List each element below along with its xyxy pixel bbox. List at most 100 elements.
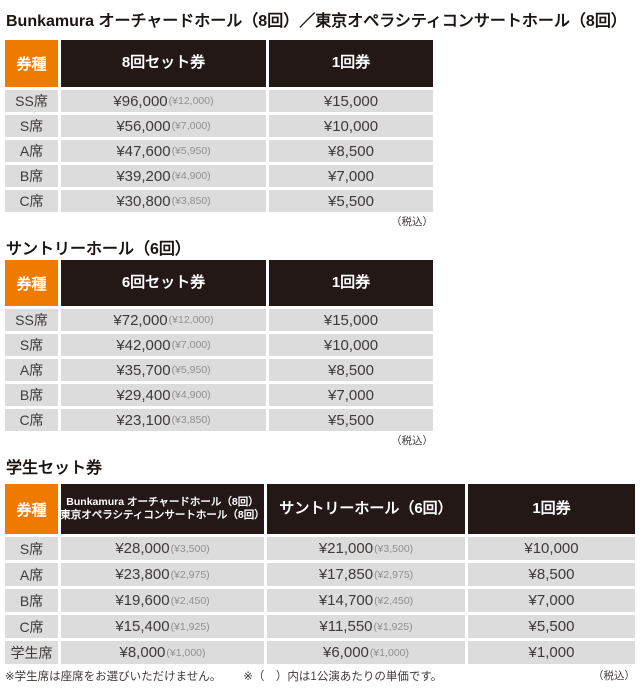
single-price-cell: ¥10,000 [269, 115, 433, 137]
set-price: ¥96,000 [113, 92, 168, 110]
set-price: ¥35,700 [116, 361, 171, 379]
seat-label: C席 [5, 615, 58, 638]
header-line-1: Bunkamura オーチャードホール（8回） [66, 495, 259, 508]
seat-label: A席 [5, 563, 58, 586]
seat-label: S席 [5, 537, 58, 560]
per-show-price: (¥2,450) [374, 594, 414, 607]
per-show-price: (¥5,950) [171, 364, 211, 376]
seat-label: C席 [5, 409, 58, 431]
single-price: ¥5,500 [328, 192, 374, 210]
set-price-cell: ¥35,700 (¥5,950) [61, 359, 266, 381]
set-price: ¥15,400 [115, 618, 170, 635]
footnote-unit-price: ※（ ）内は1公演あたりの単価です。 [243, 671, 443, 683]
per-show-price: (¥12,000) [168, 95, 214, 107]
single-price: ¥15,000 [323, 311, 379, 329]
column-header-single: 1回券 [468, 484, 635, 534]
hall6-price-cell: ¥21,000 (¥3,500) [267, 537, 465, 560]
hall8-price-cell: ¥15,400 (¥1,925) [61, 615, 264, 638]
per-show-price: (¥2,975) [374, 568, 414, 581]
set-price-cell: ¥29,400 (¥4,900) [61, 384, 266, 406]
set-price-cell: ¥39,200 (¥4,900) [61, 165, 266, 187]
hall6-price-cell: ¥14,700 (¥2,450) [267, 589, 465, 612]
single-price: ¥7,000 [528, 592, 575, 609]
single-price-cell: ¥5,500 [468, 615, 635, 638]
per-show-price: (¥2,450) [170, 594, 210, 607]
single-price: ¥8,500 [328, 361, 374, 379]
set-price: ¥21,000 [318, 540, 374, 557]
single-price-cell: ¥10,000 [468, 537, 635, 560]
seat-label: SS席 [5, 309, 58, 331]
column-header-suntory: サントリーホール（6回） [267, 484, 465, 534]
set-price-cell: ¥42,000 (¥7,000) [61, 334, 266, 356]
set-price: ¥42,000 [116, 336, 171, 354]
per-show-price: (¥1,000) [369, 646, 409, 659]
per-show-price: (¥7,000) [171, 120, 211, 132]
corner-header-ticket-type: 券種 [5, 40, 58, 87]
tax-included-note: （税込） [593, 670, 635, 682]
set-price-cell: ¥47,600 (¥5,950) [61, 140, 266, 162]
price-table-suntory-hall: 券種 6回セット券 1回券 SS席 ¥72,000 (¥12,000) ¥15,0… [5, 260, 433, 431]
single-price: ¥7,000 [328, 167, 374, 185]
column-header-6set: 6回セット券 [61, 260, 266, 306]
hall6-price-cell: ¥11,550 (¥1,925) [267, 615, 465, 638]
single-price-cell: ¥7,000 [269, 384, 433, 406]
set-price: ¥30,800 [116, 192, 171, 210]
per-show-price: (¥1,000) [166, 646, 206, 659]
column-header-single: 1回券 [269, 260, 433, 306]
single-price-cell: ¥10,000 [269, 334, 433, 356]
seat-label: B席 [5, 384, 58, 406]
tax-included-note: （税込） [391, 435, 433, 447]
single-price-cell: ¥5,500 [269, 409, 433, 431]
set-price: ¥29,400 [116, 386, 171, 404]
per-show-price: (¥5,950) [171, 145, 211, 157]
set-price: ¥14,700 [318, 592, 374, 609]
per-show-price: (¥12,000) [168, 314, 214, 326]
seat-label: 学生席 [5, 641, 58, 664]
set-price-cell: ¥30,800 (¥3,850) [61, 190, 266, 212]
hall8-price-cell: ¥8,000 (¥1,000) [61, 641, 264, 664]
single-price: ¥10,000 [323, 336, 379, 354]
single-price-cell: ¥15,000 [269, 309, 433, 331]
single-price-cell: ¥15,000 [269, 90, 433, 112]
per-show-price: (¥1,925) [170, 620, 210, 633]
single-price: ¥1,000 [528, 644, 575, 661]
per-show-price: (¥3,500) [170, 542, 210, 555]
per-show-price: (¥4,900) [171, 389, 211, 401]
single-price: ¥10,000 [524, 540, 579, 557]
single-price-cell: ¥5,500 [269, 190, 433, 212]
single-price-cell: ¥7,000 [269, 165, 433, 187]
per-show-price: (¥3,850) [171, 195, 211, 207]
set-price: ¥23,100 [116, 411, 171, 429]
per-show-price: (¥3,500) [374, 542, 414, 555]
section-title-student-set: 学生セット券 [6, 460, 103, 477]
set-price: ¥72,000 [113, 311, 168, 329]
single-price: ¥10,000 [323, 117, 379, 135]
column-header-single: 1回券 [269, 40, 433, 87]
column-header-8set: 8回セット券 [61, 40, 266, 87]
set-price: ¥39,200 [116, 167, 171, 185]
seat-label: B席 [5, 165, 58, 187]
single-price-cell: ¥1,000 [468, 641, 635, 664]
set-price: ¥23,800 [115, 566, 170, 583]
single-price: ¥7,000 [328, 386, 374, 404]
set-price: ¥8,000 [119, 644, 166, 661]
seat-label: B席 [5, 589, 58, 612]
set-price: ¥19,600 [115, 592, 170, 609]
per-show-price: (¥2,975) [170, 568, 210, 581]
seat-label: A席 [5, 359, 58, 381]
set-price: ¥28,000 [115, 540, 170, 557]
hall8-price-cell: ¥19,600 (¥2,450) [61, 589, 264, 612]
header-line-2: 東京オペラシティコンサートホール（8回） [60, 509, 265, 521]
corner-header-ticket-type: 券種 [5, 484, 58, 534]
single-price-cell: ¥8,500 [269, 359, 433, 381]
price-table-bunkamura-operacity: 券種 8回セット券 1回券 SS席 ¥96,000 (¥12,000) ¥15,0… [5, 40, 433, 212]
single-price: ¥8,500 [528, 566, 575, 583]
single-price-cell: ¥7,000 [468, 589, 635, 612]
single-price: ¥8,500 [328, 142, 374, 160]
single-price-cell: ¥8,500 [468, 563, 635, 586]
single-price: ¥15,000 [323, 92, 379, 110]
set-price: ¥56,000 [116, 117, 171, 135]
column-header-bunkamura-operacity: Bunkamura オーチャードホール（8回） 東京オペラシティコンサートホール… [60, 484, 265, 534]
seat-label: C席 [5, 190, 58, 212]
